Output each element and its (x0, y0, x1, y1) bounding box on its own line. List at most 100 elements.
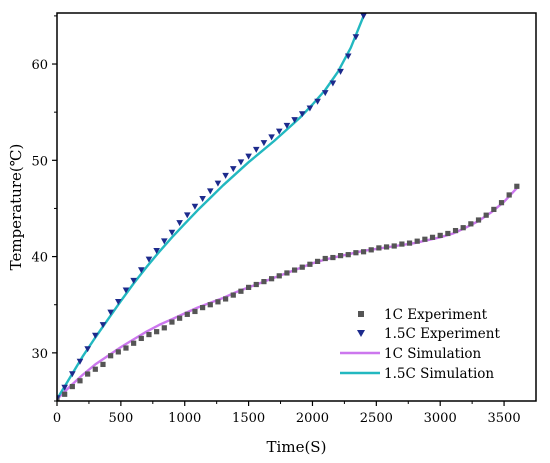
square-data-point (452, 227, 459, 234)
square-data-point (92, 366, 98, 372)
triangle-data-point (92, 332, 99, 339)
legend: 1C Experiment 1.5C Experiment 1C Simulat… (340, 307, 500, 382)
square-data-point (376, 245, 382, 251)
x-tick-label: 2000 (296, 411, 329, 426)
triangle-data-point (360, 13, 367, 20)
x-tick-label: 3000 (424, 411, 457, 426)
triangle-data-point (61, 384, 68, 391)
square-data-point (177, 315, 183, 321)
triangle-data-point (252, 146, 260, 153)
square-data-point (506, 192, 512, 198)
square-data-point (383, 244, 390, 250)
x-tick-label: 1000 (168, 411, 201, 426)
triangle-data-point (115, 299, 122, 306)
square-data-point (223, 296, 229, 302)
triangle-data-point (222, 172, 229, 179)
triangle-data-point (99, 322, 107, 329)
square-data-point (491, 206, 497, 213)
square-data-point (192, 308, 198, 315)
x-tick-label: 1500 (232, 411, 265, 426)
legend-entry-15c-simulation: 1.5C Simulation (340, 366, 494, 382)
square-data-point (215, 299, 221, 305)
plot-frame (56, 12, 537, 402)
square-data-point (475, 217, 482, 223)
square-data-point (360, 249, 367, 255)
triangle-data-point (291, 117, 298, 124)
triangle-data-point (352, 34, 360, 41)
x-tick-label: 500 (108, 411, 133, 426)
square-data-point (85, 371, 91, 377)
triangle-data-point (314, 98, 321, 105)
square-data-point (322, 255, 328, 262)
square-data-point (154, 329, 160, 335)
y-tick-label: 60 (31, 58, 48, 73)
triangle-data-point (191, 203, 199, 210)
square-data-point (307, 261, 313, 267)
square-data-point (123, 345, 129, 351)
triangle-data-point (229, 166, 237, 173)
triangle-data-point (160, 238, 168, 245)
square-data-point (353, 250, 359, 256)
plot-area (57, 13, 520, 401)
square-data-point (69, 383, 75, 390)
triangle-data-point (199, 196, 206, 203)
triangle-data-point (321, 90, 329, 97)
triangle-data-point (245, 153, 252, 160)
legend-square-marker (358, 311, 364, 317)
legend-label: 1C Experiment (384, 307, 488, 323)
square-data-point (337, 253, 344, 259)
square-data-point (391, 243, 397, 249)
square-data-point (100, 361, 106, 368)
square-data-point (399, 241, 405, 247)
triangle-data-point (168, 229, 176, 236)
square-data-point (368, 247, 374, 253)
triangle-data-point (57, 395, 61, 401)
legend-triangle-marker (357, 330, 365, 337)
square-data-point (429, 234, 436, 240)
legend-label: 1C Simulation (384, 346, 482, 362)
x-axis-title: Time(S) (267, 438, 327, 456)
square-data-point (161, 325, 167, 331)
square-data-point (291, 267, 298, 273)
legend-entry-1c-simulation: 1C Simulation (340, 346, 482, 362)
triangle-data-point (206, 188, 214, 195)
triangle-data-point (337, 68, 344, 75)
triangle-data-point (260, 140, 268, 147)
square-data-point (330, 254, 336, 261)
square-data-point (514, 183, 520, 189)
square-data-point (146, 331, 152, 338)
square-data-point (207, 302, 213, 308)
square-data-point (498, 200, 505, 206)
triangle-data-point (283, 122, 291, 129)
axis-ticks: 0 500 1000 1500 2000 2500 3000 3500 30 40 50 60 (31, 15, 521, 426)
square-data-point (253, 281, 259, 288)
square-data-point (276, 273, 282, 279)
triangle-data-point (176, 220, 183, 227)
y-axis-title: Temperature(℃) (7, 144, 25, 271)
square-data-point (422, 236, 428, 242)
triangle-data-point (237, 159, 245, 166)
triangle-data-point (122, 287, 130, 294)
square-data-point (77, 378, 83, 384)
legend-entry-15c-experiment: 1.5C Experiment (357, 326, 500, 342)
square-data-point (483, 212, 489, 218)
triangle-data-point (138, 267, 145, 274)
square-data-point (437, 232, 443, 239)
square-data-point (108, 353, 114, 359)
triangle-data-point (107, 309, 114, 316)
square-data-point (414, 238, 420, 244)
x-tick-label: 3500 (488, 411, 521, 426)
square-data-point (314, 258, 321, 264)
triangle-data-point (145, 256, 153, 263)
triangle-data-point (268, 134, 275, 141)
square-data-point (468, 221, 474, 227)
triangle-data-point (130, 277, 137, 284)
triangle-data-point (306, 105, 314, 112)
triangle-data-point (298, 111, 306, 118)
triangle-data-point (275, 128, 283, 135)
x-tick-label: 0 (53, 411, 61, 426)
square-data-point (246, 284, 252, 290)
square-data-point (138, 335, 144, 342)
triangle-data-point (214, 180, 222, 187)
